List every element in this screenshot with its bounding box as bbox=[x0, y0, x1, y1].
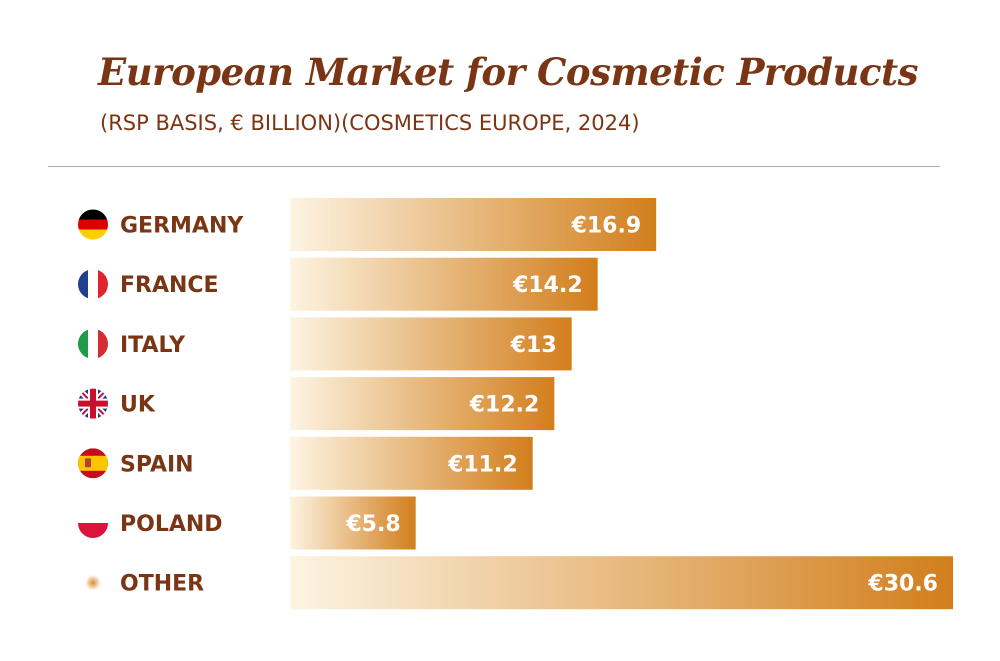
other-dot-icon bbox=[84, 573, 102, 592]
chart-subtitle: (RSP BASIS, € BILLION)(COSMETICS EUROPE,… bbox=[100, 111, 640, 135]
category-label-france: FRANCE bbox=[120, 273, 219, 298]
title-divider bbox=[48, 166, 940, 167]
bar-other bbox=[290, 556, 953, 610]
chart-title: European Market for Cosmetic Products bbox=[98, 50, 918, 94]
germany-flag-icon bbox=[78, 209, 108, 240]
bar-uk bbox=[290, 377, 555, 431]
italy-flag-icon bbox=[78, 328, 108, 359]
value-label-italy: €13 bbox=[510, 333, 557, 358]
bar-poland bbox=[290, 496, 416, 550]
category-label-germany: GERMANY bbox=[120, 214, 244, 239]
value-label-spain: €11.2 bbox=[447, 452, 518, 477]
france-flag-icon bbox=[78, 269, 108, 300]
uk-flag-icon bbox=[78, 388, 108, 419]
bar-france bbox=[290, 257, 598, 311]
category-label-italy: ITALY bbox=[120, 333, 186, 358]
value-label-uk: €12.2 bbox=[469, 393, 540, 418]
category-label-other: OTHER bbox=[120, 572, 204, 597]
bar-spain bbox=[290, 436, 533, 490]
spain-flag-icon bbox=[78, 448, 108, 479]
category-label-poland: POLAND bbox=[120, 512, 223, 537]
category-label-spain: SPAIN bbox=[120, 452, 194, 477]
value-label-germany: €16.9 bbox=[571, 214, 642, 239]
category-label-uk: UK bbox=[120, 393, 156, 418]
value-label-other: €30.6 bbox=[867, 572, 938, 597]
poland-flag-icon bbox=[78, 508, 108, 538]
value-label-france: €14.2 bbox=[512, 273, 583, 298]
value-label-poland: €5.8 bbox=[345, 512, 400, 537]
bar-italy bbox=[290, 317, 572, 371]
bar-germany bbox=[290, 198, 657, 251]
